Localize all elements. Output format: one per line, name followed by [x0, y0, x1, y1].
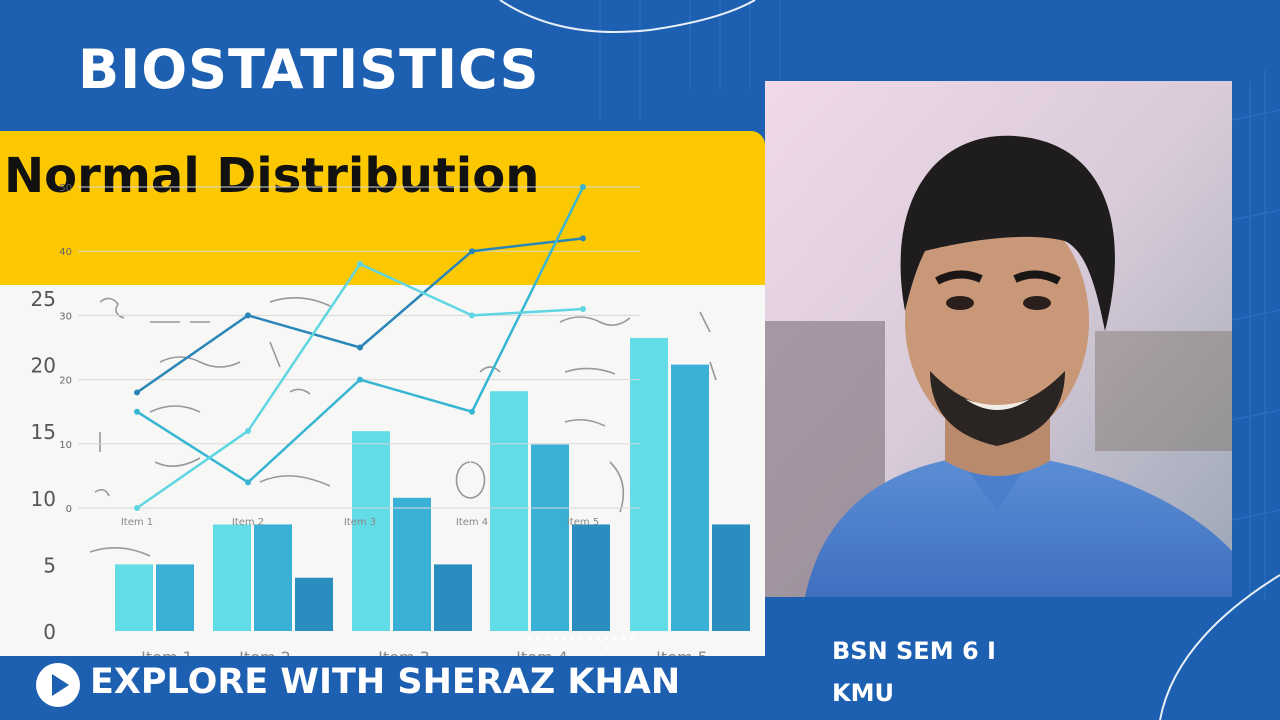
bar-x-tick-label: Item 1 [141, 648, 193, 656]
line-point [469, 248, 475, 255]
bar-y-tick-label: 15 [31, 420, 56, 444]
bar-mark [712, 524, 750, 631]
presenter-photo [765, 81, 1232, 597]
dot-decoration [536, 636, 541, 640]
line-point [245, 312, 251, 319]
dot-decoration [579, 646, 583, 650]
dot-decoration [553, 636, 558, 640]
bar-x-tick-label: Item 4 [516, 648, 568, 656]
bar-mark [156, 564, 194, 631]
bar-mark [295, 577, 333, 631]
line-point [580, 305, 586, 312]
line-y-tick-label: 0 [66, 504, 72, 515]
dot-decoration [604, 646, 609, 650]
course-label: BSN SEM 6 I KMU [832, 630, 1092, 714]
bar-y-tick-label: 0 [43, 620, 56, 644]
bar-mark [352, 431, 390, 631]
bar-mark [254, 524, 292, 631]
dot-decoration [596, 646, 600, 650]
line-point [580, 184, 586, 190]
line-y-tick-label: 40 [59, 247, 72, 258]
play-icon[interactable] [35, 662, 81, 708]
line-y-tick-label: 50 [59, 183, 72, 194]
line-x-tick-label: Item 4 [456, 517, 488, 528]
channel-name: EXPLORE WITH SHERAZ KHAN [90, 662, 681, 702]
line-x-tick-label: Item 1 [121, 517, 153, 528]
dot-decoration [562, 636, 566, 640]
bar-mark [671, 364, 709, 631]
line-y-tick-label: 10 [59, 440, 72, 451]
bar-mark [115, 564, 153, 631]
bar-x-tick-label: Item 2 [239, 648, 291, 656]
line-point [469, 312, 475, 319]
dot-decoration [630, 636, 634, 640]
line-x-tick-label: Item 5 [567, 517, 599, 528]
dot-decoration [579, 636, 583, 640]
arc-decoration-top [499, 0, 756, 33]
course-line-2: KMU [832, 679, 894, 707]
line-x-tick-label: Item 2 [232, 517, 264, 528]
line-y-tick-label: 30 [59, 311, 72, 322]
dot-decoration [553, 646, 558, 650]
bar-mark [572, 524, 610, 631]
dot-decoration [613, 646, 617, 650]
line-point [469, 408, 475, 415]
arc-decoration-right [1159, 574, 1280, 720]
bar-mark [393, 497, 431, 631]
dot-decoration [562, 646, 566, 650]
line-point [357, 261, 363, 268]
dot-decoration [613, 636, 617, 640]
bar-mark [630, 337, 668, 631]
line-x-tick-label: Item 3 [344, 517, 376, 528]
bar-mark [490, 391, 528, 631]
bar-y-tick-label: 10 [31, 487, 56, 511]
line-y-tick-label: 20 [59, 376, 72, 387]
line-point [245, 479, 251, 486]
dot-decoration [587, 646, 592, 650]
dot-decoration [570, 636, 575, 640]
bar-y-tick-label: 25 [31, 287, 56, 311]
course-line-1: BSN SEM 6 I [832, 637, 996, 665]
bar-x-tick-label: Item 3 [378, 648, 430, 656]
dot-decoration [545, 646, 549, 650]
bar-mark [213, 524, 251, 631]
dot-decoration [621, 636, 626, 640]
line-point [580, 235, 586, 242]
bar-mark [531, 444, 569, 631]
presenter-illustration [765, 81, 1232, 597]
bar-x-tick-label: Item 5 [656, 648, 708, 656]
subtitle-banner [0, 131, 765, 285]
line-point [134, 505, 140, 511]
dot-decoration [528, 636, 532, 640]
dot-decoration [536, 646, 541, 650]
dot-decoration [621, 646, 626, 650]
dot-decoration [630, 646, 634, 650]
video-title: BIOSTATISTICS [78, 38, 540, 101]
line-point [134, 408, 140, 415]
line-point [134, 389, 140, 396]
dot-decoration [528, 646, 532, 650]
line-point [357, 344, 363, 351]
bar-y-tick-label: 20 [31, 354, 56, 378]
video-subtitle: Normal Distribution [4, 148, 540, 204]
line-point [357, 376, 363, 383]
dot-decoration [570, 646, 575, 650]
bar-mark [434, 564, 472, 631]
building-grid-decoration [599, 0, 1280, 600]
dot-decoration [604, 636, 609, 640]
dot-decoration [545, 636, 549, 640]
bar-y-tick-label: 5 [43, 553, 56, 577]
line-point [245, 427, 251, 434]
dot-decoration [596, 636, 600, 640]
dot-decoration [587, 636, 592, 640]
